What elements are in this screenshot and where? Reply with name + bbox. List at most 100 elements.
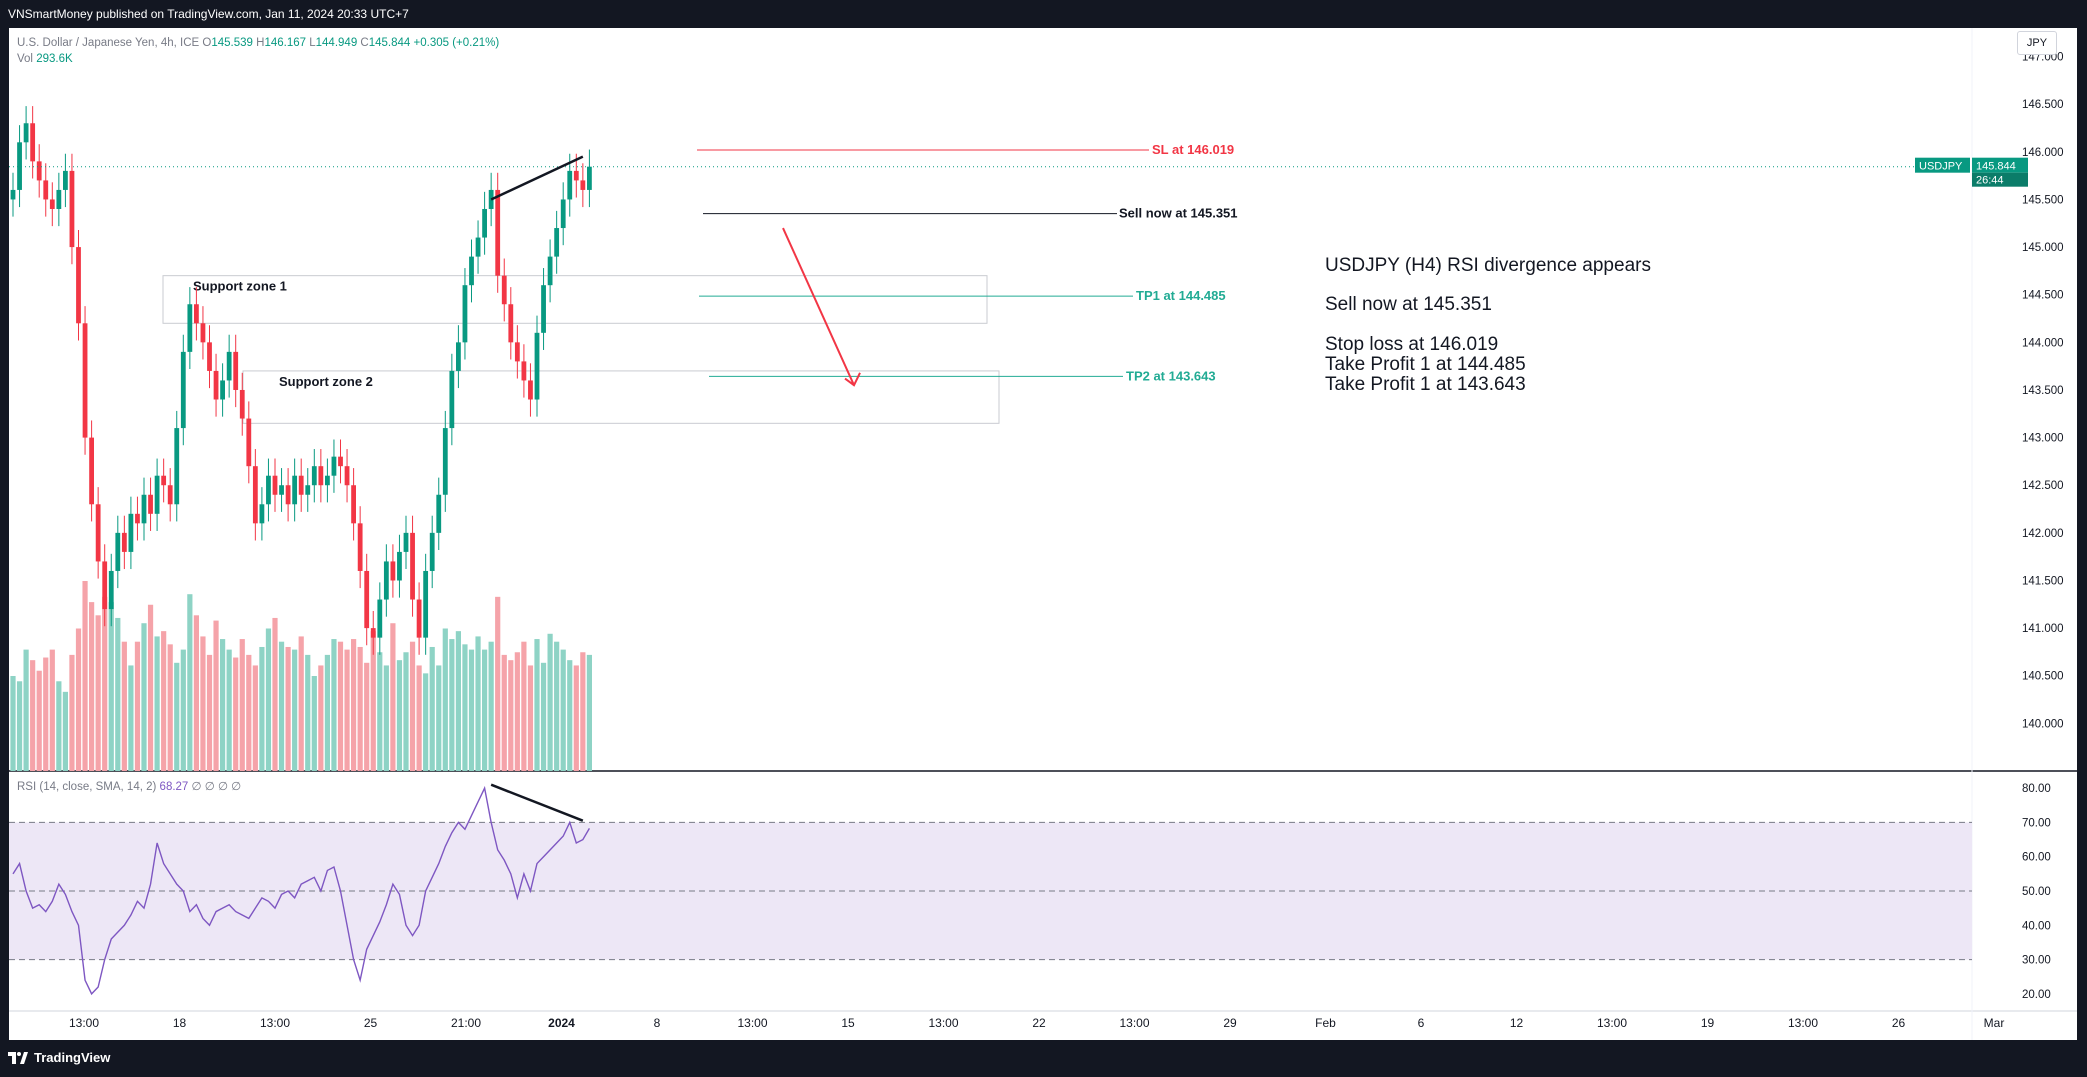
volume-bar [16, 681, 23, 771]
candle-body [180, 351, 186, 429]
chart-svg[interactable]: 140.000 140.500 141.000 141.500 142.000 142.5… [9, 28, 2077, 1040]
price-tick-label: 141.000 [2022, 623, 2064, 635]
time-tick-label: 15 [841, 1016, 855, 1030]
candle-body [364, 570, 370, 629]
symbol-tag [1915, 157, 1970, 173]
volume-bar [246, 654, 252, 771]
candle-body [344, 466, 350, 486]
last-price-text: 145.844 [1976, 161, 2016, 173]
countdown-text: 26:44 [1976, 175, 2004, 187]
volume-bar [193, 615, 199, 771]
rsi-legend-label: RSI (14, close, SMA, 14, 2) [17, 781, 157, 793]
volume-value: 293.6K [36, 53, 73, 65]
ohlc-open: O145.539 [202, 37, 253, 49]
volume-bar [115, 617, 121, 771]
volume-bar [370, 631, 376, 771]
volume-legend: Vol 293.6K [17, 53, 73, 65]
volume-bar [508, 660, 514, 771]
candle-body [305, 485, 311, 495]
candle-body [154, 475, 160, 514]
volume-bar [102, 596, 108, 771]
volume-bar [383, 665, 389, 771]
price-axis-ticks: 140.000 140.500 141.000 141.500 142.000 142.5… [2022, 52, 2064, 731]
time-tick-label: 8 [654, 1016, 661, 1030]
volume-bar [449, 639, 455, 771]
time-tick-label: 2024 [548, 1016, 575, 1030]
volume-bar [364, 662, 370, 771]
symbol-legend: U.S. Dollar / Japanese Yen, 4h, ICE O145… [17, 35, 499, 67]
candle-body [508, 304, 514, 343]
volume-bar [390, 623, 396, 771]
candle-body [213, 370, 219, 400]
candle-body [475, 237, 481, 257]
rsi-tick-label: 30.00 [2022, 955, 2051, 967]
time-axis-labels: 13:00 18 13:00 25 21:00 2024 8 13:00 15 13:00 22 13… [69, 1016, 2004, 1030]
volume-bar [540, 662, 547, 771]
candle-body [501, 275, 507, 305]
candle-body [580, 180, 586, 190]
volume-bar [252, 665, 258, 771]
candle-body [573, 170, 579, 181]
currency-button[interactable]: JPY [2017, 31, 2057, 55]
candle-body [69, 170, 75, 248]
candle-body [351, 485, 356, 524]
volume-bar [344, 649, 350, 771]
candle-body [377, 599, 383, 638]
projection-arrow-shaft [782, 227, 855, 386]
volume-bar [586, 654, 592, 771]
volume-bar [69, 654, 75, 771]
candle-body [469, 256, 474, 286]
volume-bar [468, 649, 475, 771]
volume-bar [324, 654, 330, 771]
tradingview-logo[interactable]: TradingView [8, 1050, 110, 1065]
volume-bar [233, 657, 239, 771]
rsi-tick-label: 20.00 [2022, 989, 2051, 1001]
candle-body [82, 323, 88, 438]
candle-body [246, 418, 252, 467]
volume-bar [521, 641, 527, 771]
chart-area[interactable]: 140.000 140.500 141.000 141.500 142.000 142.5… [9, 28, 2077, 1040]
volume-bar [239, 639, 245, 771]
symbol-description[interactable]: U.S. Dollar / Japanese Yen, 4h, ICE [17, 37, 200, 49]
volume-bars [10, 581, 592, 771]
rsi-line [12, 785, 591, 996]
candle-body [554, 228, 560, 257]
candle-body [49, 199, 55, 209]
volume-bar [56, 681, 62, 771]
volume-bar [331, 639, 337, 771]
time-tick-label: 13:00 [1788, 1016, 1818, 1030]
candle-body [456, 342, 461, 371]
volume-bar [95, 615, 101, 771]
price-tick-label: 143.000 [2022, 433, 2064, 445]
candle-body [43, 180, 49, 200]
rsi-tick-label: 80.00 [2022, 783, 2051, 795]
volume-bar [30, 660, 36, 771]
candle-body [266, 475, 271, 505]
candle-body [436, 494, 442, 533]
candle-body [357, 523, 363, 571]
volume-bar [377, 652, 383, 771]
volume-bar [89, 602, 95, 771]
volume-bar [278, 641, 285, 771]
countdown-tag [1972, 172, 2028, 187]
candle-body [403, 532, 409, 552]
candle-body [95, 504, 101, 562]
candle-body [311, 466, 317, 486]
volume-bar [36, 670, 42, 771]
rsi-legend[interactable]: RSI (14, close, SMA, 14, 2) 68.27 ∅ ∅ ∅ … [17, 779, 241, 793]
analysis-note: USDJPY (H4) RSI divergence appears Sell n… [1325, 255, 1651, 395]
volume-bar [423, 673, 429, 771]
volume-bar [547, 633, 553, 771]
volume-bar [220, 639, 226, 771]
candle-body [442, 428, 448, 495]
rsi-tick-label: 40.00 [2022, 920, 2051, 932]
candle-body [279, 485, 284, 495]
rsi-divergence-line [490, 783, 584, 822]
candle-body [534, 332, 540, 400]
price-tick-label: 140.500 [2022, 671, 2064, 683]
time-tick-label: 13:00 [260, 1016, 290, 1030]
ohlc-close: C145.844 [360, 37, 411, 49]
rsi-tick-label: 70.00 [2022, 817, 2051, 829]
candle-body [17, 142, 22, 190]
candle-body [298, 475, 304, 495]
